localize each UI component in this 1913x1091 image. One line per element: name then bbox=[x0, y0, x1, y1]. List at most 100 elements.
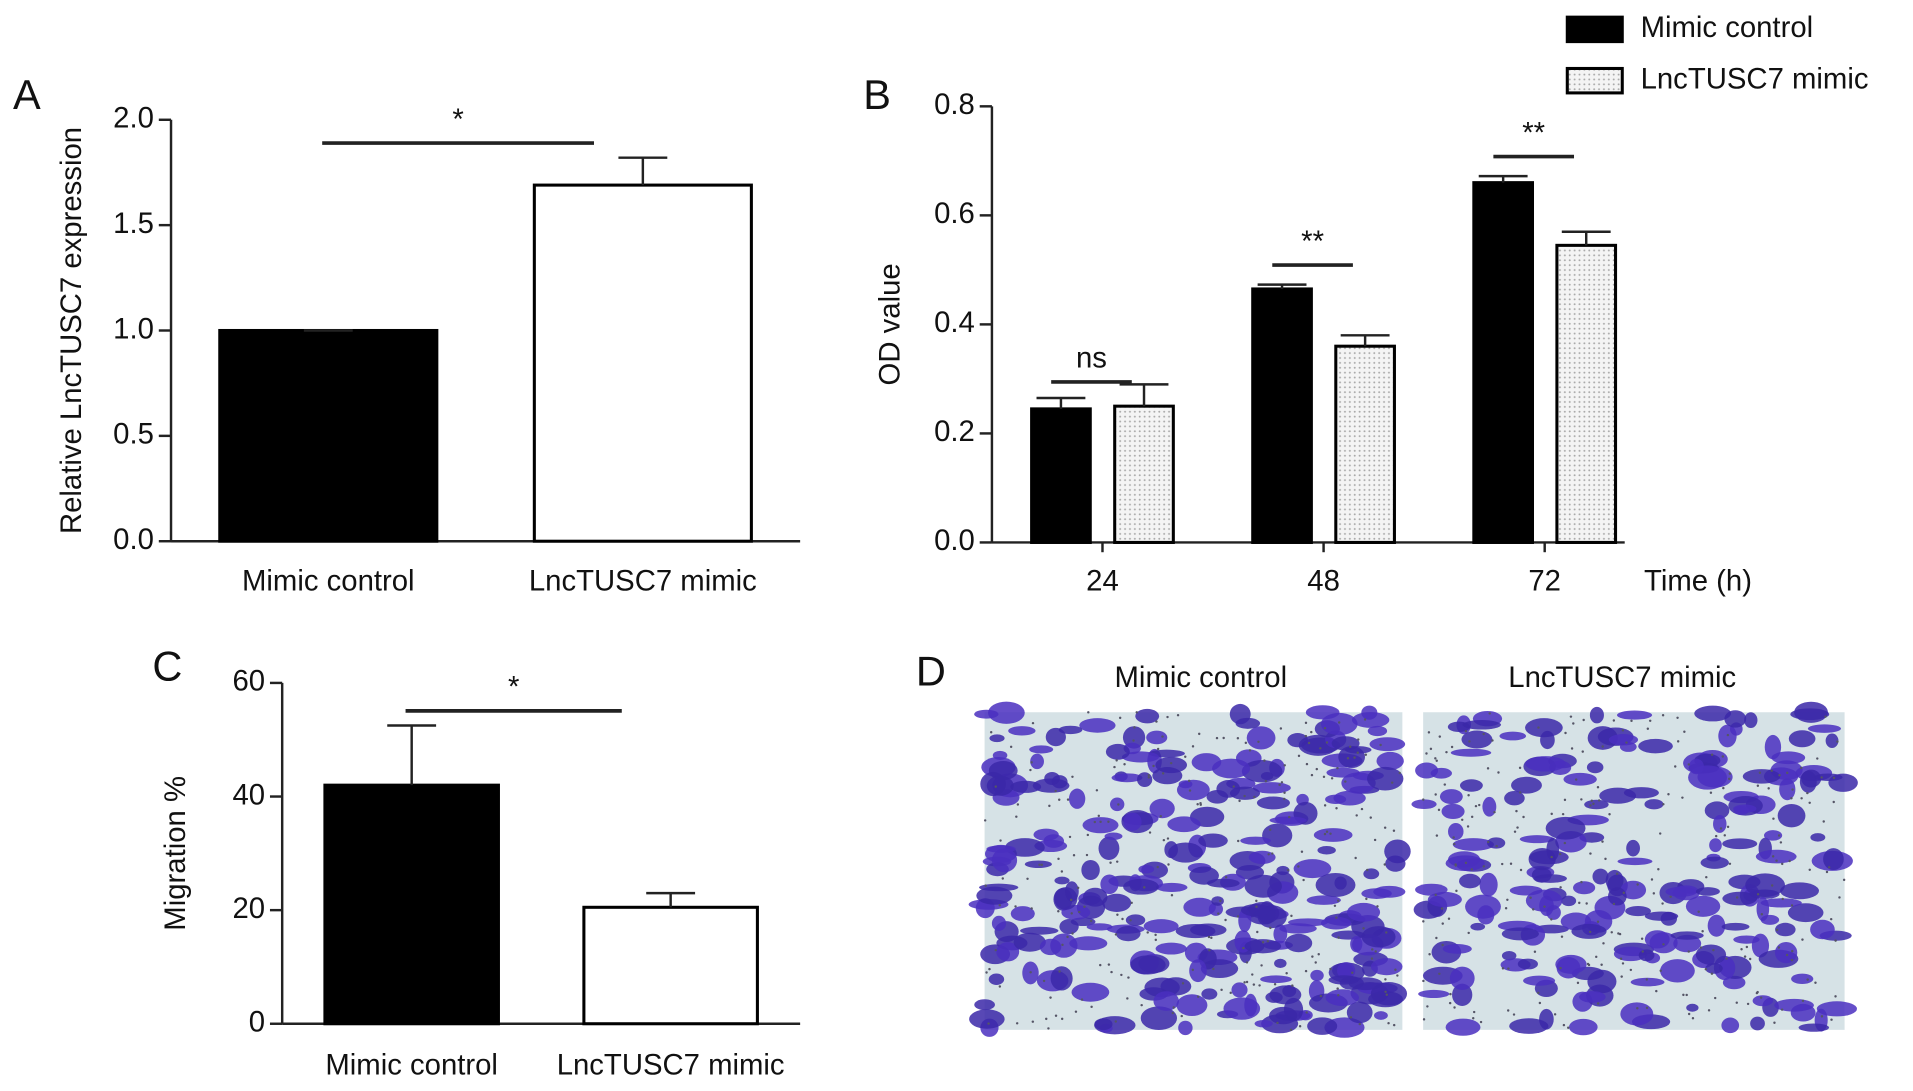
speck bbox=[1435, 759, 1438, 762]
speck bbox=[1428, 953, 1431, 956]
speck bbox=[1704, 967, 1708, 971]
bar bbox=[1472, 181, 1535, 544]
cell bbox=[986, 775, 1014, 796]
cell bbox=[1709, 838, 1722, 853]
cell bbox=[1499, 731, 1527, 741]
speck bbox=[1537, 991, 1540, 995]
cell bbox=[1825, 733, 1839, 748]
speck bbox=[998, 985, 1002, 988]
x-tick-label: LncTUSC7 mimic bbox=[557, 1048, 785, 1081]
cell bbox=[1068, 788, 1086, 809]
cell bbox=[1317, 846, 1336, 855]
speck bbox=[1608, 813, 1611, 816]
speck bbox=[1515, 809, 1518, 813]
speck bbox=[1471, 1017, 1475, 1020]
speck bbox=[1072, 854, 1076, 857]
speck bbox=[1743, 955, 1747, 958]
speck bbox=[1601, 840, 1604, 843]
speck bbox=[1317, 952, 1320, 956]
cell bbox=[1152, 767, 1183, 785]
speck bbox=[1681, 796, 1684, 799]
cell bbox=[1695, 944, 1727, 965]
speck bbox=[1586, 962, 1590, 966]
speck bbox=[1581, 750, 1584, 753]
speck bbox=[1834, 939, 1837, 942]
cell bbox=[1517, 958, 1538, 970]
cell bbox=[1569, 1018, 1598, 1036]
cell bbox=[1533, 874, 1567, 883]
speck bbox=[1360, 807, 1364, 811]
speck bbox=[1310, 773, 1314, 777]
speck bbox=[1597, 799, 1601, 802]
speck bbox=[1719, 827, 1723, 830]
speck bbox=[1210, 936, 1213, 940]
speck bbox=[1500, 862, 1504, 866]
speck bbox=[1161, 772, 1165, 775]
speck bbox=[1099, 820, 1102, 824]
cell bbox=[1051, 775, 1068, 789]
speck bbox=[1658, 832, 1662, 835]
cell bbox=[1369, 737, 1406, 752]
speck bbox=[1304, 721, 1308, 725]
speck bbox=[1488, 712, 1491, 715]
speck bbox=[1047, 1027, 1050, 1030]
speck bbox=[1443, 783, 1447, 786]
speck bbox=[1620, 975, 1623, 978]
speck bbox=[1641, 950, 1644, 953]
cell bbox=[1482, 796, 1497, 817]
speck bbox=[994, 948, 997, 952]
cell bbox=[1695, 887, 1720, 896]
speck bbox=[1676, 716, 1679, 720]
speck bbox=[1387, 1021, 1390, 1025]
x-tick-label: Mimic control bbox=[325, 1048, 498, 1081]
speck bbox=[1305, 762, 1309, 766]
cell bbox=[1256, 796, 1290, 810]
speck bbox=[1509, 862, 1513, 865]
speck bbox=[1243, 794, 1246, 798]
x-axis-label: Time (h) bbox=[1644, 565, 1752, 598]
speck bbox=[1298, 1025, 1302, 1028]
speck bbox=[1245, 980, 1249, 984]
cell bbox=[1721, 1017, 1740, 1034]
speck bbox=[1166, 837, 1170, 840]
speck bbox=[1422, 1018, 1426, 1021]
cell bbox=[996, 942, 1020, 962]
cell bbox=[1149, 798, 1175, 819]
speck bbox=[1487, 840, 1490, 844]
speck bbox=[1760, 913, 1764, 916]
cell bbox=[1123, 878, 1159, 895]
speck bbox=[1801, 938, 1804, 941]
speck bbox=[1148, 831, 1152, 834]
speck bbox=[1248, 749, 1252, 752]
speck bbox=[1257, 740, 1260, 744]
cell bbox=[1252, 782, 1291, 794]
speck bbox=[1735, 896, 1739, 899]
speck bbox=[1438, 735, 1442, 738]
cell bbox=[1442, 944, 1472, 954]
cell bbox=[1115, 925, 1141, 942]
cell bbox=[1694, 705, 1732, 722]
speck bbox=[1662, 943, 1665, 946]
speck bbox=[1351, 971, 1354, 974]
cell bbox=[1008, 726, 1036, 736]
speck bbox=[1561, 812, 1565, 816]
cell bbox=[1367, 725, 1388, 737]
cell bbox=[1050, 966, 1073, 991]
speck bbox=[1152, 764, 1155, 768]
y-tick-label: 0.2 bbox=[934, 415, 975, 448]
cell bbox=[1029, 745, 1054, 754]
speck bbox=[1506, 1009, 1510, 1012]
speck bbox=[1118, 716, 1122, 720]
cell bbox=[1573, 881, 1596, 895]
speck bbox=[1588, 930, 1592, 934]
cell bbox=[1363, 868, 1380, 880]
speck bbox=[1161, 735, 1164, 738]
speck bbox=[1363, 718, 1367, 721]
speck bbox=[1746, 1002, 1750, 1006]
cell bbox=[1445, 1018, 1481, 1036]
speck bbox=[1132, 739, 1135, 742]
speck bbox=[1590, 799, 1594, 802]
speck bbox=[1619, 957, 1623, 960]
speck bbox=[1095, 789, 1099, 792]
speck bbox=[1121, 917, 1124, 921]
